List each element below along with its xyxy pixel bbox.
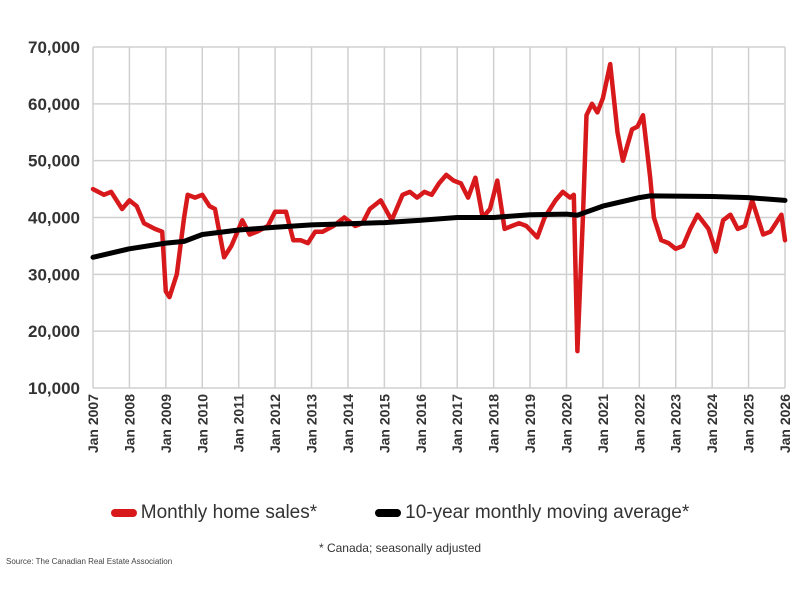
- legend-item-monthly-sales: Monthly home sales*: [110, 502, 318, 524]
- x-tick-label: Jan 2008: [121, 394, 137, 453]
- legend-label: Monthly home sales*: [140, 502, 318, 523]
- y-tick-label: 60,000: [28, 95, 80, 114]
- x-tick-label: Jan 2022: [631, 394, 647, 453]
- y-tick-label: 40,000: [28, 209, 80, 228]
- legend: Monthly home sales* 10-year monthly movi…: [0, 502, 800, 524]
- series-monthly-home-sales: [90, 61, 788, 354]
- legend-label: 10-year monthly moving average*: [405, 502, 690, 523]
- chart: 10,000 20,000 30,000 40,000 50,000 60,000 70,0…: [28, 38, 793, 453]
- x-tick-label: Jan 2019: [522, 394, 538, 453]
- x-tick-label: Jan 2010: [194, 394, 210, 453]
- source-note: Source: The Canadian Real Estate Associa…: [6, 557, 173, 566]
- x-tick-label: Jan 2018: [486, 394, 502, 453]
- x-tick-label: Jan 2017: [449, 394, 465, 453]
- x-tick-label: Jan 2009: [158, 394, 174, 453]
- y-tick-label: 10,000: [28, 379, 80, 398]
- footnote: * Canada; seasonally adjusted: [318, 541, 482, 555]
- x-tick-label: Jan 2013: [304, 394, 320, 453]
- legend-swatch-red: [110, 509, 137, 517]
- x-tick-label: Jan 2023: [668, 394, 684, 453]
- x-tick-label: Jan 2024: [704, 394, 720, 453]
- y-tick-label: 50,000: [28, 152, 80, 171]
- x-tick-label: Jan 2011: [231, 394, 247, 453]
- x-tick-label: Jan 2021: [595, 394, 611, 453]
- y-tick-label: 30,000: [28, 265, 80, 284]
- legend-item-moving-average: 10-year monthly moving average*: [375, 502, 689, 524]
- x-tick-label: Jan 2025: [741, 394, 757, 453]
- x-tick-label: Jan 2014: [340, 394, 356, 453]
- x-tick-label: Jan 2007: [85, 394, 101, 453]
- y-tick-label: 70,000: [28, 38, 80, 57]
- y-tick-label: 20,000: [28, 322, 80, 341]
- series-moving-average: [90, 193, 788, 260]
- x-tick-label: Jan 2015: [376, 394, 392, 453]
- x-tick-label: Jan 2016: [413, 394, 429, 453]
- x-tick-label: Jan 2012: [267, 394, 283, 453]
- legend-swatch-black: [375, 509, 402, 517]
- x-tick-label: Jan 2026: [777, 394, 793, 453]
- x-tick-label: Jan 2020: [558, 394, 574, 453]
